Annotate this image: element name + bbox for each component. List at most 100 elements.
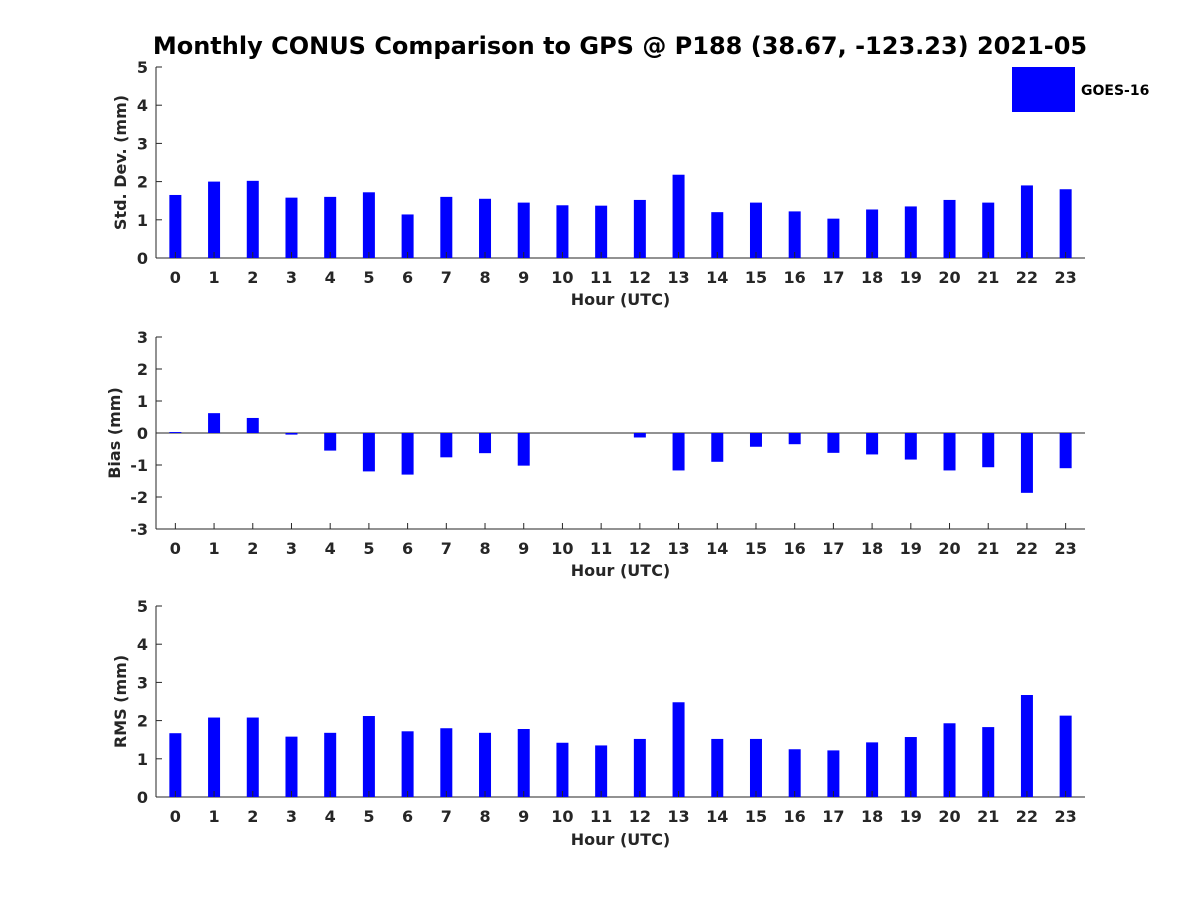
bias-x-axis-label: Hour (UTC) — [571, 561, 671, 580]
bias-y-axis-label: Bias (mm) — [105, 387, 124, 479]
bias-bar-hour-21 — [982, 433, 995, 468]
std-dev-x-tick-label: 11 — [590, 268, 612, 287]
std-dev-y-tick-label: 4 — [137, 96, 148, 115]
std-dev-bar-hour-11 — [595, 205, 608, 258]
std-dev-x-tick-label: 22 — [1016, 268, 1038, 287]
rms-bar-hour-20 — [943, 723, 956, 797]
rms-x-axis-label: Hour (UTC) — [571, 830, 671, 849]
rms-bar-hour-21 — [982, 727, 995, 797]
rms-x-tick-label: 13 — [667, 807, 689, 826]
std-dev-bar-hour-2 — [246, 180, 259, 258]
bias-x-tick-label: 2 — [247, 539, 258, 558]
rms-x-tick-label: 16 — [784, 807, 806, 826]
std-dev-x-tick-label: 17 — [822, 268, 844, 287]
rms-x-tick-label: 18 — [861, 807, 883, 826]
std-dev-bar-hour-10 — [556, 205, 569, 258]
std-dev-x-tick-label: 21 — [977, 268, 999, 287]
bias-y-tick-label: 0 — [137, 424, 148, 443]
rms-bar-hour-16 — [788, 749, 801, 797]
bias-y-tick-label: 2 — [137, 360, 148, 379]
std-dev-x-tick-label: 3 — [286, 268, 297, 287]
bias-bar-hour-16 — [788, 433, 801, 445]
std-dev-x-tick-label: 10 — [551, 268, 573, 287]
rms-y-tick-label: 3 — [137, 673, 148, 692]
std-dev-x-tick-label: 13 — [667, 268, 689, 287]
std-dev-x-tick-label: 1 — [208, 268, 219, 287]
std-dev-bar-hour-8 — [479, 198, 492, 258]
std-dev-bar-hour-14 — [711, 212, 724, 258]
std-dev-bar-hour-3 — [285, 197, 298, 258]
bias-y-tick-label: 1 — [137, 392, 148, 411]
rms-bar-hour-17 — [827, 750, 840, 797]
rms-bar-hour-0 — [169, 733, 182, 797]
rms-bar-hour-3 — [285, 736, 298, 797]
rms-bar-hour-14 — [711, 738, 724, 797]
bias-bar-hour-2 — [246, 417, 259, 433]
bias-bar-hour-6 — [401, 433, 414, 475]
std-dev-x-tick-label: 2 — [247, 268, 258, 287]
rms-bar-hour-10 — [556, 742, 569, 797]
rms-x-tick-label: 17 — [822, 807, 844, 826]
std-dev-bar-hour-20 — [943, 199, 956, 258]
bias-bar-hour-8 — [479, 433, 492, 454]
std-dev-bar-hour-23 — [1059, 189, 1072, 258]
rms-x-tick-label: 7 — [441, 807, 452, 826]
bias-bar-hour-19 — [904, 433, 917, 460]
std-dev-x-tick-label: 0 — [170, 268, 181, 287]
rms-x-tick-label: 9 — [518, 807, 529, 826]
legend: GOES-16 — [1012, 67, 1149, 112]
bias-x-tick-label: 11 — [590, 539, 612, 558]
rms-y-tick-label: 2 — [137, 712, 148, 731]
std-dev-bar-hour-5 — [362, 192, 375, 258]
rms-x-tick-label: 5 — [363, 807, 374, 826]
rms-bar-hour-7 — [440, 728, 453, 797]
bias-x-tick-label: 13 — [667, 539, 689, 558]
std-dev-x-tick-label: 9 — [518, 268, 529, 287]
rms-bar-hour-23 — [1059, 715, 1072, 797]
std-dev-bar-hour-18 — [866, 209, 879, 258]
rms-x-tick-label: 2 — [247, 807, 258, 826]
std-dev-x-tick-label: 18 — [861, 268, 883, 287]
bias-bar-hour-14 — [711, 433, 724, 462]
bias-bar-hour-9 — [517, 433, 530, 466]
bias-bar-hour-5 — [362, 433, 375, 472]
rms-bar-hour-6 — [401, 731, 414, 797]
std-dev-bar-hour-13 — [672, 174, 685, 258]
bias-x-tick-label: 6 — [402, 539, 413, 558]
rms-x-tick-label: 20 — [938, 807, 960, 826]
bias-bar-hour-20 — [943, 433, 956, 471]
bias-bar-hour-7 — [440, 433, 453, 458]
bias-y-tick-label: -1 — [130, 456, 148, 475]
bias-bar-hour-12 — [633, 433, 646, 438]
rms-x-tick-label: 3 — [286, 807, 297, 826]
std-dev-bar-hour-4 — [324, 196, 337, 258]
bias-x-tick-label: 7 — [441, 539, 452, 558]
bias-x-tick-label: 1 — [208, 539, 219, 558]
rms-x-tick-label: 6 — [402, 807, 413, 826]
rms-bar-hour-19 — [904, 737, 917, 797]
rms-bar-hour-5 — [362, 716, 375, 797]
rms-bar-hour-15 — [749, 738, 762, 797]
std-dev-bar-hour-0 — [169, 194, 182, 258]
rms-x-tick-label: 15 — [745, 807, 767, 826]
std-dev-bar-hour-6 — [401, 214, 414, 258]
bias-x-tick-label: 20 — [938, 539, 960, 558]
std-dev-y-tick-label: 1 — [137, 211, 148, 230]
bias-x-tick-label: 4 — [325, 539, 336, 558]
std-dev-bar-hour-21 — [982, 202, 995, 258]
std-dev-x-tick-label: 23 — [1055, 268, 1077, 287]
rms-x-tick-label: 0 — [170, 807, 181, 826]
bias-x-tick-label: 10 — [551, 539, 573, 558]
std-dev-x-tick-label: 20 — [938, 268, 960, 287]
rms-bar-hour-8 — [479, 732, 492, 797]
std-dev-bar-hour-19 — [904, 206, 917, 258]
std-dev-bar-hour-17 — [827, 218, 840, 258]
std-dev-bar-hour-9 — [517, 202, 530, 258]
std-dev-x-tick-label: 16 — [784, 268, 806, 287]
std-dev-x-tick-label: 4 — [325, 268, 336, 287]
std-dev-x-tick-label: 7 — [441, 268, 452, 287]
rms-bar-hour-11 — [595, 745, 608, 797]
